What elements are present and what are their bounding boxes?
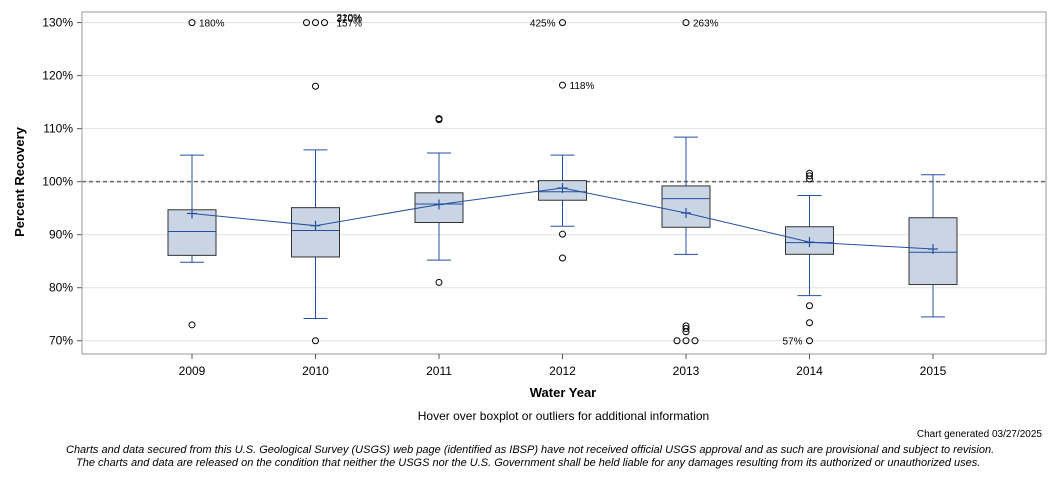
outlier-label: 210% — [337, 13, 363, 24]
box-2011 — [414, 152, 464, 261]
plot-frame — [81, 11, 1047, 355]
x-axis-title: Water Year — [530, 385, 597, 400]
outlier-point — [312, 337, 319, 345]
outlier-label: 370% — [337, 14, 363, 25]
outlier-point — [435, 116, 443, 124]
outlier-point — [682, 19, 690, 27]
outlier-point — [312, 19, 319, 27]
outlier-point — [682, 337, 690, 345]
mean-line-layer — [191, 187, 934, 250]
box-2010 — [291, 149, 340, 319]
outlier-point — [806, 175, 813, 183]
box-2014 — [785, 194, 834, 297]
y-tick-label: 110% — [43, 122, 73, 136]
outlier-point — [559, 254, 566, 262]
outlier-label: 157% — [337, 19, 363, 30]
outlier-point — [435, 278, 443, 286]
y-tick-label: 90% — [49, 228, 73, 242]
grid-layer — [82, 22, 1046, 342]
box-2015 — [908, 174, 958, 318]
x-tick-label: 2014 — [796, 364, 823, 378]
outlier-point — [806, 172, 813, 180]
box-2009 — [167, 154, 217, 263]
outlier-label: 263% — [693, 19, 719, 30]
outlier-point — [673, 337, 681, 345]
x-tick-label: 2015 — [920, 364, 947, 378]
outlier-point — [188, 321, 196, 329]
disclaimer-line-2: The charts and data are released on the … — [76, 457, 981, 469]
outlier-label: 425% — [530, 19, 556, 30]
box-iqr — [661, 185, 711, 228]
x-tick-label: 2011 — [426, 364, 452, 378]
y-tick-label: 80% — [49, 281, 73, 295]
outlier-label: 57% — [782, 337, 802, 348]
outlier-point — [806, 337, 813, 345]
x-tick-label: 2013 — [673, 364, 700, 378]
box-2013 — [661, 136, 711, 255]
outlier-point — [559, 230, 566, 238]
y-axis-title: Percent Recovery — [12, 126, 27, 237]
box-iqr — [908, 217, 958, 286]
y-tick-label: 100% — [42, 175, 73, 189]
outlier-point — [691, 337, 699, 345]
x-tick-label: 2012 — [549, 364, 576, 378]
outlier-label: 118% — [570, 81, 595, 92]
y-tick-label: 130% — [42, 16, 73, 30]
outlier-point — [806, 319, 813, 327]
axis-layer: 70% 80% 90% 100% 110% 120% 130% 2009 2010 2011 201… — [42, 11, 1047, 378]
box-iqr — [291, 207, 340, 258]
outlier-point — [303, 19, 310, 27]
generated-date: Chart generated 03/27/2025 — [916, 429, 1042, 440]
outlier-point — [682, 328, 690, 336]
box-layer — [167, 136, 958, 319]
outlier-point — [682, 325, 690, 333]
outlier-label: 180% — [199, 19, 225, 30]
outlier-point — [559, 81, 566, 89]
outlier-layer: 180% 157%370%210% 425% 118% 263% 57% — [188, 13, 813, 348]
outlier-point — [312, 82, 319, 90]
outlier-point — [321, 19, 328, 27]
mean-connecting-line — [191, 187, 934, 250]
outlier-point — [188, 19, 196, 27]
x-tick-label: 2009 — [179, 364, 206, 378]
outlier-point — [559, 19, 566, 27]
x-tick-label: 2010 — [302, 364, 329, 378]
y-tick-label: 70% — [49, 334, 73, 348]
outlier-point — [806, 302, 813, 310]
hover-hint: Hover over boxplot or outliers for addit… — [417, 409, 710, 423]
disclaimer-line-1: Charts and data secured from this U.S. G… — [66, 444, 995, 456]
y-tick-label: 120% — [42, 69, 73, 83]
